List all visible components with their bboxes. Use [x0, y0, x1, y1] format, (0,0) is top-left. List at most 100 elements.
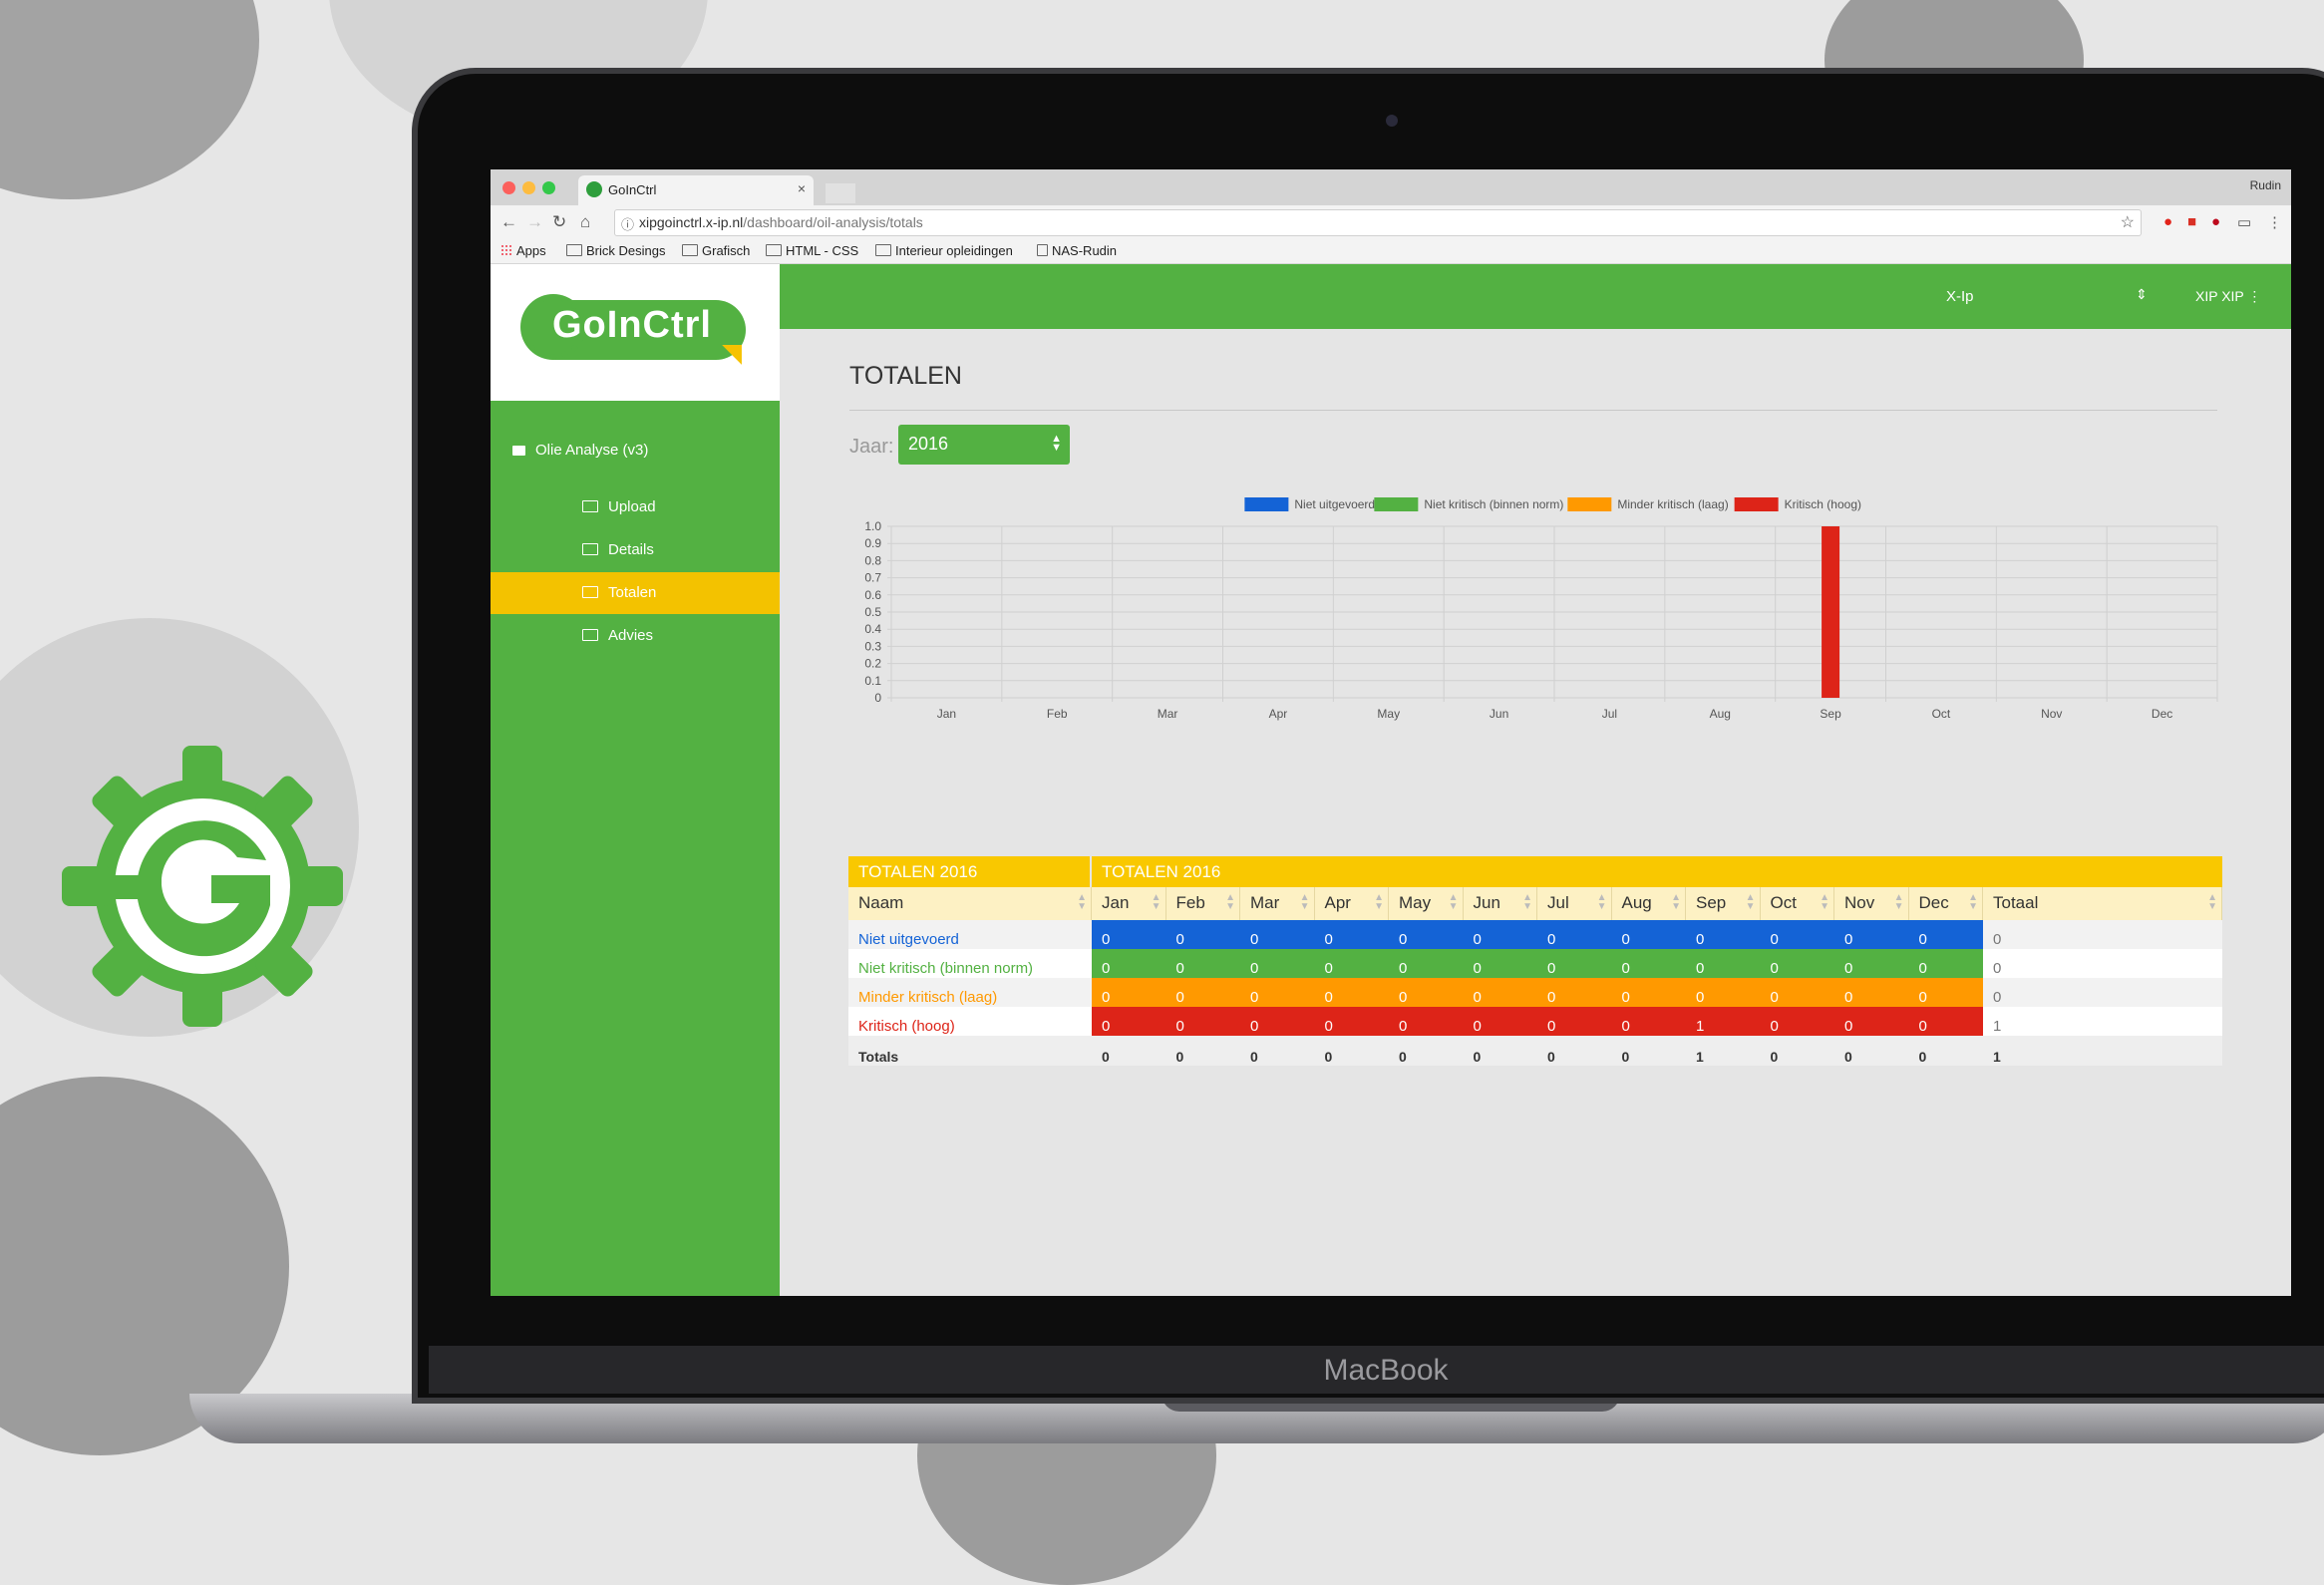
- table-title-right: TOTALEN 2016: [1092, 856, 2222, 887]
- row-value-nov: 0: [1834, 920, 1909, 949]
- sidebar-item-totalen[interactable]: Totalen: [491, 572, 780, 614]
- bookmark-nas-rudin[interactable]: NAS-Rudin: [1037, 243, 1117, 258]
- row-value-jul: 0: [1537, 949, 1612, 978]
- row-value-jun: 0: [1463, 978, 1537, 1007]
- organization-select-icon[interactable]: ⇕: [2136, 286, 2148, 302]
- year-select[interactable]: 2016 ▲ ▼: [898, 425, 1070, 465]
- x-tick-label: Oct: [1932, 707, 1951, 721]
- row-total: 1: [1983, 1007, 2222, 1036]
- logo-text: GoInCtrl: [552, 304, 712, 346]
- menu-icon[interactable]: ⋮: [2267, 214, 2282, 231]
- profile-button[interactable]: Rudin: [2249, 178, 2281, 192]
- info-icon[interactable]: ⓘ: [621, 217, 635, 232]
- column-header-nov[interactable]: Nov ▲ ▼: [1834, 887, 1909, 920]
- bar-kritisch-hoog-: [1822, 526, 1840, 698]
- home-icon[interactable]: ⌂: [580, 212, 591, 231]
- x-tick-label: May: [1377, 707, 1400, 721]
- row-value-nov: 0: [1834, 949, 1909, 978]
- folder-icon: [566, 244, 582, 256]
- cast-icon[interactable]: ▭: [2237, 214, 2252, 231]
- y-tick-label: 0.3: [864, 639, 881, 653]
- row-value-oct: 0: [1760, 920, 1834, 949]
- sort-icon: ▲ ▼: [2207, 892, 2217, 912]
- row-value-aug: 0: [1611, 920, 1686, 949]
- column-header-jan[interactable]: Jan ▲ ▼: [1092, 887, 1166, 920]
- url-input[interactable]: ⓘ xipgoinctrl.x-ip.nl/dashboard/oil-anal…: [614, 209, 2142, 236]
- close-window-button[interactable]: [502, 181, 515, 194]
- tab-close-button[interactable]: ×: [797, 180, 806, 196]
- row-value-mar: 0: [1240, 978, 1315, 1007]
- column-header-jul[interactable]: Jul ▲ ▼: [1537, 887, 1612, 920]
- sidebar-item-upload[interactable]: Upload: [491, 486, 780, 528]
- divider: [849, 410, 2217, 411]
- maximize-window-button[interactable]: [542, 181, 555, 194]
- table-row: Kritisch (hoog) 0 0 0 0 0 0 0 0 1 0 0 0 1: [848, 1007, 2222, 1036]
- y-tick-label: 0.7: [864, 571, 881, 585]
- row-total: 0: [1983, 978, 2222, 1007]
- column-header-mar[interactable]: Mar ▲ ▼: [1240, 887, 1315, 920]
- footer-label: Totals: [848, 1036, 1092, 1066]
- column-header-aug[interactable]: Aug ▲ ▼: [1611, 887, 1686, 920]
- column-header-feb[interactable]: Feb ▲ ▼: [1165, 887, 1240, 920]
- tab-title: GoInCtrl: [608, 182, 657, 197]
- footer-value-may: 0: [1389, 1036, 1464, 1066]
- sidebar-logo[interactable]: GoInCtrl: [491, 264, 780, 401]
- row-value-feb: 0: [1165, 949, 1240, 978]
- bookmark-html-css[interactable]: HTML - CSS: [766, 243, 858, 258]
- bookmark-star-icon[interactable]: ☆: [2120, 214, 2135, 231]
- browser-titlebar: GoInCtrl × Rudin: [491, 169, 2291, 205]
- back-icon[interactable]: ←: [500, 212, 517, 231]
- row-value-jan: 0: [1092, 1007, 1166, 1036]
- opera-extension-icon[interactable]: ●: [2163, 213, 2173, 230]
- bookmark-apps[interactable]: Apps: [500, 243, 546, 258]
- row-value-feb: 0: [1165, 920, 1240, 949]
- minimize-window-button[interactable]: [522, 181, 535, 194]
- browser-tab[interactable]: GoInCtrl ×: [578, 175, 814, 205]
- pinterest-extension-icon[interactable]: ●: [2211, 213, 2221, 230]
- sidebar-item-details[interactable]: Details: [491, 529, 780, 571]
- sort-icon: ▲ ▼: [1820, 892, 1829, 912]
- column-header-dec[interactable]: Dec ▲ ▼: [1908, 887, 1983, 920]
- forward-icon[interactable]: →: [526, 212, 543, 231]
- legend-label: Minder kritisch (laag): [1617, 497, 1728, 511]
- bookmark-grafisch[interactable]: Grafisch: [682, 243, 750, 258]
- row-value-sep: 0: [1686, 949, 1761, 978]
- row-value-may: 0: [1389, 1007, 1464, 1036]
- bookmark-interieur-opleidingen[interactable]: Interieur opleidingen: [875, 243, 1013, 258]
- column-header-naam[interactable]: Naam ▲ ▼: [848, 887, 1092, 920]
- x-tick-label: Nov: [2041, 707, 2062, 721]
- y-tick-label: 0.6: [864, 588, 881, 602]
- footer-value-oct: 0: [1760, 1036, 1834, 1066]
- favicon-icon: [586, 181, 602, 197]
- laptop-chin: [429, 1346, 2324, 1394]
- reload-icon[interactable]: ↻: [552, 212, 567, 231]
- column-header-totaal[interactable]: Totaal ▲ ▼: [1983, 887, 2222, 920]
- row-value-jan: 0: [1092, 949, 1166, 978]
- folder-icon: [582, 543, 598, 555]
- apps-grid-icon: [500, 244, 512, 256]
- column-header-apr[interactable]: Apr ▲ ▼: [1314, 887, 1389, 920]
- row-value-feb: 0: [1165, 1007, 1240, 1036]
- sidebar-group-olie-analyse[interactable]: Olie Analyse (v3): [512, 442, 648, 459]
- sort-icon: ▲ ▼: [1596, 892, 1607, 912]
- bookmark-brick-desings[interactable]: Brick Desings: [566, 243, 665, 258]
- new-tab-button[interactable]: [826, 183, 855, 203]
- column-header-may[interactable]: May ▲ ▼: [1389, 887, 1464, 920]
- sidebar-item-advies[interactable]: Advies: [491, 615, 780, 657]
- row-value-dec: 0: [1908, 949, 1983, 978]
- legend-label: Kritisch (hoog): [1785, 497, 1861, 511]
- row-value-may: 0: [1389, 978, 1464, 1007]
- gmail-extension-icon[interactable]: ■: [2187, 213, 2197, 230]
- folder-icon: [766, 244, 782, 256]
- row-value-mar: 0: [1240, 949, 1315, 978]
- user-menu[interactable]: XIP XIP ⋮: [2195, 288, 2262, 304]
- column-header-jun[interactable]: Jun ▲ ▼: [1463, 887, 1537, 920]
- sort-icon: ▲ ▼: [1448, 892, 1459, 912]
- column-header-oct[interactable]: Oct ▲ ▼: [1760, 887, 1834, 920]
- row-name: Niet kritisch (binnen norm): [848, 949, 1092, 978]
- sort-icon: ▲ ▼: [1671, 892, 1681, 912]
- x-tick-label: Dec: [2152, 707, 2172, 721]
- row-value-sep: 0: [1686, 978, 1761, 1007]
- row-total: 0: [1983, 949, 2222, 978]
- column-header-sep[interactable]: Sep ▲ ▼: [1686, 887, 1761, 920]
